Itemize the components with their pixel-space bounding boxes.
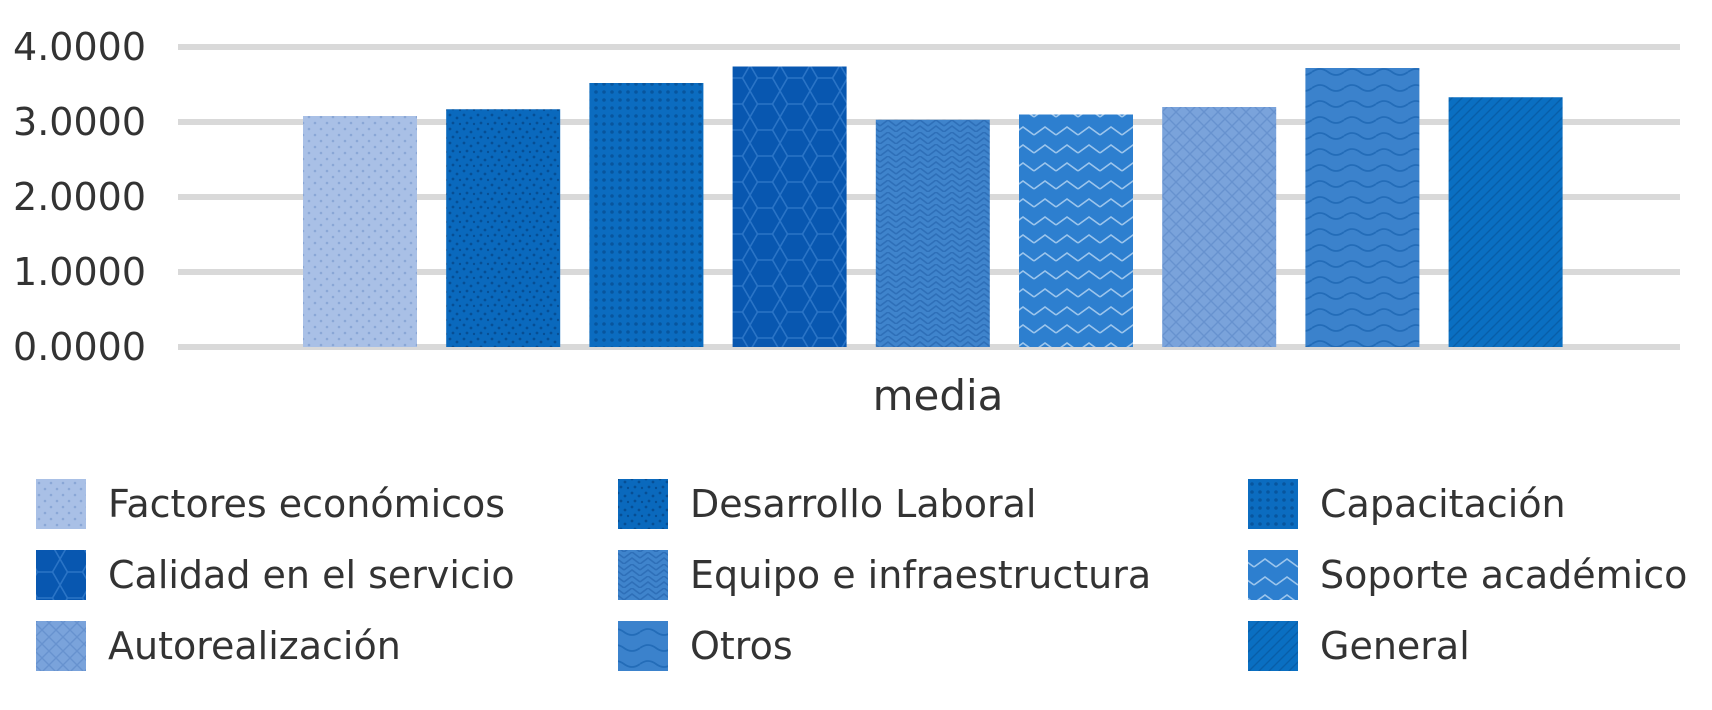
bar-equipo-e-infraestructura: [875, 119, 990, 347]
y-tick-label: 3.0000: [13, 100, 146, 144]
legend-label: Factores económicos: [108, 482, 505, 526]
legend-swatch: [36, 621, 86, 671]
bar-calidad-en-el-servicio: [732, 66, 847, 347]
legend-label: Equipo e infraestructura: [690, 553, 1151, 597]
legend: Factores económicos Desarrollo Laboral Cap…: [36, 479, 1687, 671]
legend-swatch: [36, 479, 86, 529]
legend-label: Autorealización: [108, 624, 401, 668]
bar-factores-económicos: [303, 116, 417, 347]
bar-soporte-académico: [1019, 114, 1133, 347]
y-tick-label: 0.0000: [13, 325, 146, 369]
bar-capacitación: [589, 83, 704, 347]
legend-swatch: [36, 550, 86, 600]
bar-desarrollo-laboral: [446, 109, 561, 347]
legend-label: Capacitación: [1320, 482, 1566, 526]
legend-swatch: [1248, 479, 1298, 529]
y-tick-label: 4.0000: [13, 25, 146, 69]
legend-swatch: [1248, 550, 1298, 600]
legend-swatch: [1248, 621, 1298, 671]
legend-label: Otros: [690, 624, 793, 668]
legend-label: General: [1320, 624, 1470, 668]
bar-otros: [1305, 68, 1420, 347]
legend-swatch: [618, 550, 668, 600]
bar-autorealización: [1162, 107, 1277, 347]
bar-general: [1448, 97, 1563, 347]
x-axis-category-label: media: [873, 371, 1004, 420]
y-tick-label: 1.0000: [13, 250, 146, 294]
legend-swatch: [618, 479, 668, 529]
legend-swatch: [618, 621, 668, 671]
legend-label: Soporte académico: [1320, 553, 1687, 597]
legend-label: Calidad en el servicio: [108, 553, 515, 597]
y-axis-ticks: 0.0000 1.0000 2.0000 3.0000 4.0000: [13, 25, 146, 369]
legend-label: Desarrollo Laboral: [690, 482, 1036, 526]
y-tick-label: 2.0000: [13, 175, 146, 219]
bars: [303, 66, 1563, 347]
